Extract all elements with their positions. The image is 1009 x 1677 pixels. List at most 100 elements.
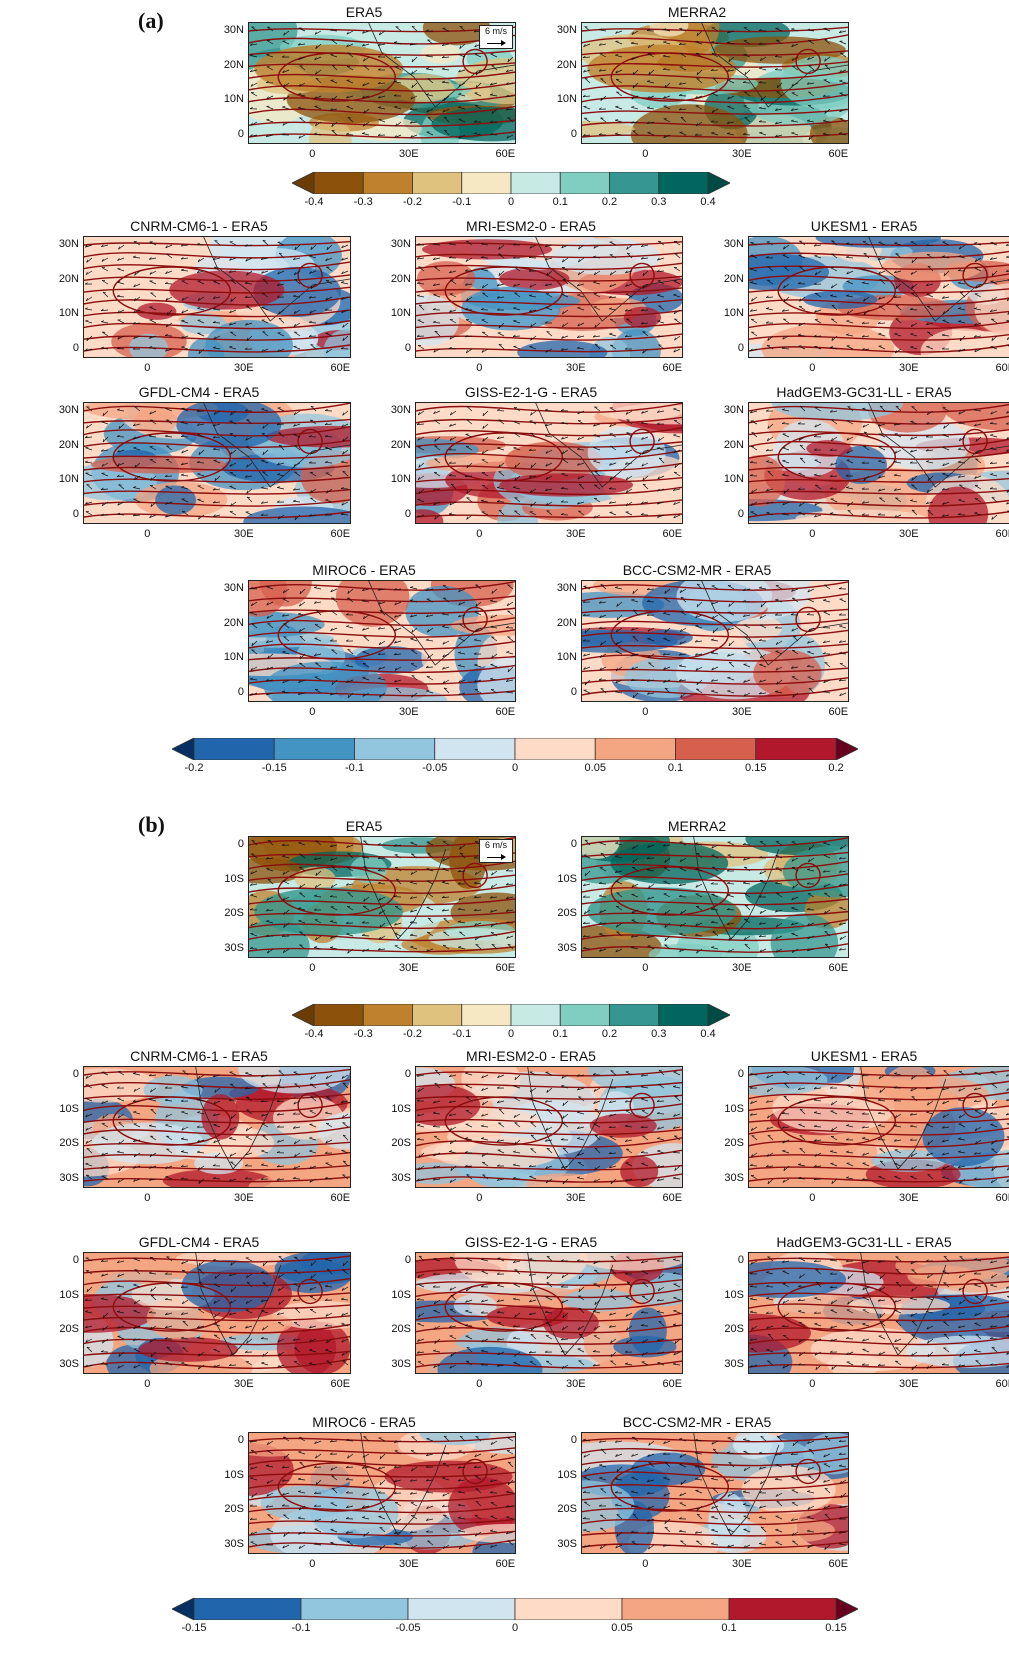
colorbar-segment (461, 171, 512, 195)
longitude-tick-label: 30E (899, 528, 919, 540)
latitude-tick-label: 20S (224, 907, 244, 920)
colorbar-tick-label: 0 (511, 762, 519, 774)
latitude-tick-label: 10S (391, 1288, 411, 1301)
latitude-tick-label: 10N (223, 651, 244, 664)
map-title: MRI-ESM2-0 - ERA5 (466, 1048, 596, 1064)
model-difference-map: GISS-E2-1-G - ERA5 30N 20N 10N 0 0 30E 60E (377, 384, 685, 546)
latitude-tick-label: 30S (724, 1358, 744, 1370)
model-difference-map: CNRM-CM6-1 - ERA5 30N 20N 10N 0 0 30E 60E (45, 218, 353, 380)
map-title: MERRA2 (667, 4, 727, 20)
latitude-tick-label: 0 (72, 1254, 79, 1266)
colorbar: -0.15 -0.1 -0.05 0 0.05 0.1 0.15 (171, 1597, 859, 1638)
colorbar-segment (559, 171, 610, 195)
map-plot-area (83, 236, 351, 358)
latitude-tick-label: 20S (557, 907, 577, 920)
colorbar-tick-label: 0.2 (601, 1028, 618, 1040)
colorbar-tick-label: 0.15 (825, 1622, 847, 1634)
colorbar-tick-label: -0.15 (181, 1622, 207, 1634)
colorbar-tick-label: -0.05 (395, 1622, 421, 1634)
map-title: ERA5 (345, 818, 383, 834)
latitude-tick-label: 0 (72, 342, 79, 354)
colorbar-tick-label: 0 (507, 196, 515, 208)
colorbar-scale (171, 1597, 859, 1621)
colorbar-tick-label: -0.1 (452, 1028, 472, 1040)
model-difference-map: HadGEM3-GC31-LL - ERA5 0 10S 20S 30S 0 30E 60E (710, 1234, 1009, 1396)
panel-letter: (a) (138, 8, 164, 33)
longitude-tick-label: 30E (234, 1378, 254, 1390)
reanalysis-map: ERA5 6 m/s 30N 20N 10N 0 0 30E 60E (210, 4, 518, 166)
latitude-tick-label: 10S (391, 1102, 411, 1115)
latitude-tick-label: 20N (58, 272, 79, 285)
latitude-tick-label: 20S (724, 1137, 744, 1150)
latitude-tick-label: 20S (224, 1503, 244, 1516)
longitude-tick-label: 60E (662, 1378, 683, 1390)
colorbar-segment (621, 1597, 730, 1621)
longitude-tick-label: 0 (309, 962, 316, 974)
latitude-tick-label: 30S (391, 1358, 411, 1370)
model-difference-map: MIROC6 - ERA5 30N 20N 10N 0 0 30E 60E (210, 562, 518, 724)
map-plot-area: 6 m/s (248, 836, 516, 958)
latitude-tick-label: 0 (737, 508, 744, 520)
colorbar-scale (291, 1003, 731, 1027)
map-title: BCC-CSM2-MR - ERA5 (622, 562, 772, 578)
latitude-tick-label: 30S (391, 1172, 411, 1184)
longitude-tick-label: 60E (828, 148, 849, 160)
model-difference-map: HadGEM3-GC31-LL - ERA5 30N 20N 10N 0 0 30E 60E (710, 384, 1009, 546)
longitude-tick-label: 0 (642, 706, 649, 718)
map-title: MRI-ESM2-0 - ERA5 (466, 218, 596, 234)
colorbar-tick-label: -0.1 (452, 196, 472, 208)
model-difference-map: GFDL-CM4 - ERA5 30N 20N 10N 0 0 30E 60E (45, 384, 353, 546)
longitude-tick-label: 30E (234, 1192, 254, 1204)
colorbar-segment (412, 171, 463, 195)
colorbar-tick-label: 0.1 (667, 762, 684, 774)
map-title: CNRM-CM6-1 - ERA5 (130, 218, 268, 234)
map-plot-area (83, 1252, 351, 1374)
latitude-tick-label: 0 (72, 508, 79, 520)
reference-vector-label: 6 m/s (484, 840, 507, 850)
latitude-tick-label: 20N (390, 272, 411, 285)
model-difference-map: GISS-E2-1-G - ERA5 0 10S 20S 30S 0 30E 60E (377, 1234, 685, 1396)
longitude-tick-label: 0 (309, 1558, 316, 1570)
map-plot-area (748, 1066, 1009, 1188)
reference-vector-box: 6 m/s (479, 839, 513, 863)
reference-arrow-icon (487, 40, 506, 46)
colorbar-segment (514, 737, 596, 761)
latitude-tick-label: 10N (58, 307, 79, 320)
colorbar-segment (193, 737, 275, 761)
map-title: BCC-CSM2-MR - ERA5 (622, 1414, 772, 1430)
colorbar-segment (313, 171, 364, 195)
model-difference-map: UKESM1 - ERA5 30N 20N 10N 0 0 30E 60E (710, 218, 1009, 380)
latitude-tick-label: 20N (723, 272, 744, 285)
colorbar-tick-label: -0.15 (261, 762, 287, 774)
colorbar-tick-label: -0.2 (403, 196, 422, 208)
reanalysis-map: MERRA2 30N 20N 10N 0 0 30E 60E (543, 4, 851, 166)
colorbar-tick-label: -0.05 (422, 762, 448, 774)
colorbar-tick-label: 0 (511, 1622, 519, 1634)
latitude-tick-label: 10S (59, 1288, 79, 1301)
longitude-tick-label: 0 (642, 1558, 649, 1570)
colorbar-segment (273, 737, 355, 761)
longitude-tick-label: 0 (476, 1192, 483, 1204)
longitude-tick-label: 30E (732, 962, 752, 974)
latitude-tick-label: 10N (723, 307, 744, 320)
reanalysis-map: MERRA2 0 10S 20S 30S 0 30E 60E (543, 818, 851, 980)
latitude-tick-label: 20N (556, 58, 577, 71)
longitude-tick-label: 30E (899, 1192, 919, 1204)
map-plot-area: 6 m/s (248, 22, 516, 144)
panel-letter: (b) (138, 812, 165, 837)
colorbar-scale (171, 737, 859, 761)
latitude-tick-label: 10N (390, 473, 411, 486)
latitude-tick-label: 20S (724, 1323, 744, 1336)
latitude-tick-label: 10N (58, 473, 79, 486)
latitude-tick-label: 0 (404, 342, 411, 354)
latitude-tick-label: 20S (391, 1137, 411, 1150)
longitude-tick-label: 0 (476, 362, 483, 374)
longitude-tick-label: 0 (144, 362, 151, 374)
model-difference-map: CNRM-CM6-1 - ERA5 0 10S 20S 30S 0 30E 60E (45, 1048, 353, 1210)
latitude-tick-label: 30N (223, 582, 244, 594)
colorbar-segment (658, 171, 709, 195)
longitude-tick-label: 30E (899, 1378, 919, 1390)
longitude-tick-label: 30E (732, 706, 752, 718)
colorbar-segment (407, 1597, 516, 1621)
colorbar-segment (434, 737, 516, 761)
